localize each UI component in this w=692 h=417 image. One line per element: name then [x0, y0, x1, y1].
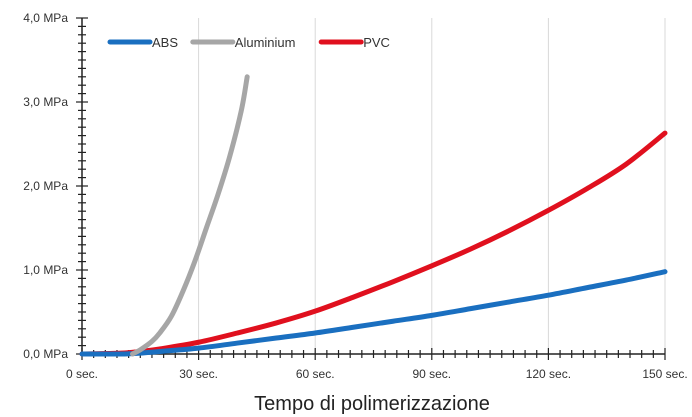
x-tick-label: 120 sec.	[526, 367, 571, 381]
axes: 0,0 MPa 1,0 MPa 2,0 MPa 3,0 MPa 4,0 MPa 0 sec…	[23, 11, 687, 381]
y-tick-label: 2,0 MPa	[23, 179, 68, 193]
x-tick-label: 90 sec.	[412, 367, 451, 381]
x-tick-label: 60 sec.	[296, 367, 335, 381]
x-tick-label: 30 sec.	[179, 367, 218, 381]
legend-label-abs: ABS	[152, 35, 178, 50]
y-tick-label: 3,0 MPa	[23, 95, 68, 109]
y-tick-label: 4,0 MPa	[23, 11, 68, 25]
grid	[198, 18, 666, 354]
series-lines	[79, 74, 668, 357]
x-tick-label: 0 sec.	[66, 367, 98, 381]
legend-label-pvc: PVC	[363, 35, 390, 50]
legend-label-aluminium: Aluminium	[235, 35, 296, 50]
series-line-abs	[79, 269, 668, 357]
x-tick-label: 150 sec.	[642, 367, 687, 381]
legend: ABS Aluminium PVC	[107, 35, 390, 50]
y-tick-label: 0,0 MPa	[23, 347, 68, 361]
x-axis-title: Tempo di polimerizzazione	[254, 393, 490, 415]
series-line-aluminium	[130, 74, 250, 357]
y-tick-label: 1,0 MPa	[23, 263, 68, 277]
